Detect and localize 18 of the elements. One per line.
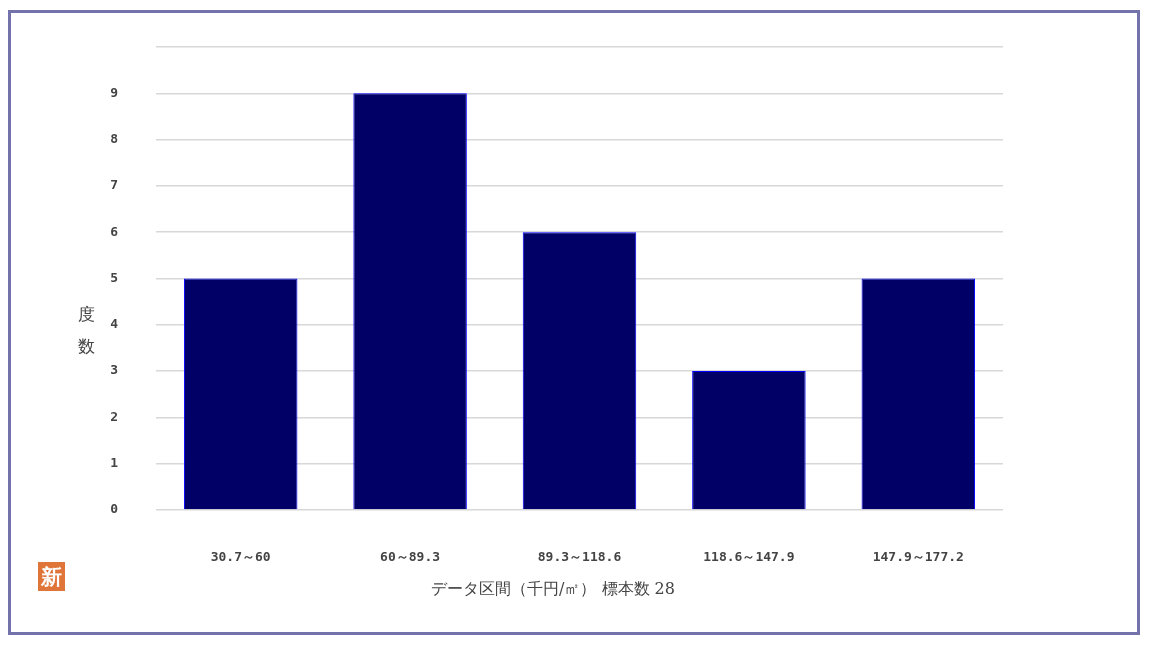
y-tick-label: 1 [110, 455, 119, 471]
x-axis-title: データ区間（千円/㎡） 標本数 28 [431, 579, 675, 598]
x-tick-label: 118.6～147.9 [703, 549, 795, 565]
y-tick-label: 8 [110, 130, 119, 146]
text: 新 [38, 562, 65, 591]
y-tick-label: 0 [110, 501, 119, 517]
y-tick-label: 7 [110, 177, 118, 193]
y-tick-label: 4 [110, 316, 119, 332]
x-tick-label: 89.3～118.6 [537, 549, 622, 565]
y-tick-label: 9 [110, 84, 118, 100]
y-tick-label: 3 [110, 362, 118, 378]
y-tick-label: 6 [110, 223, 119, 239]
x-tick-label: 60～89.3 [380, 549, 441, 565]
x-tick-label: 30.7～60 [210, 549, 271, 565]
y-axis-title: 度数 [78, 303, 96, 358]
y-tick-label: 5 [110, 269, 118, 285]
x-tick-label: 147.9～177.2 [872, 549, 964, 565]
y-tick-label: 2 [110, 408, 118, 424]
